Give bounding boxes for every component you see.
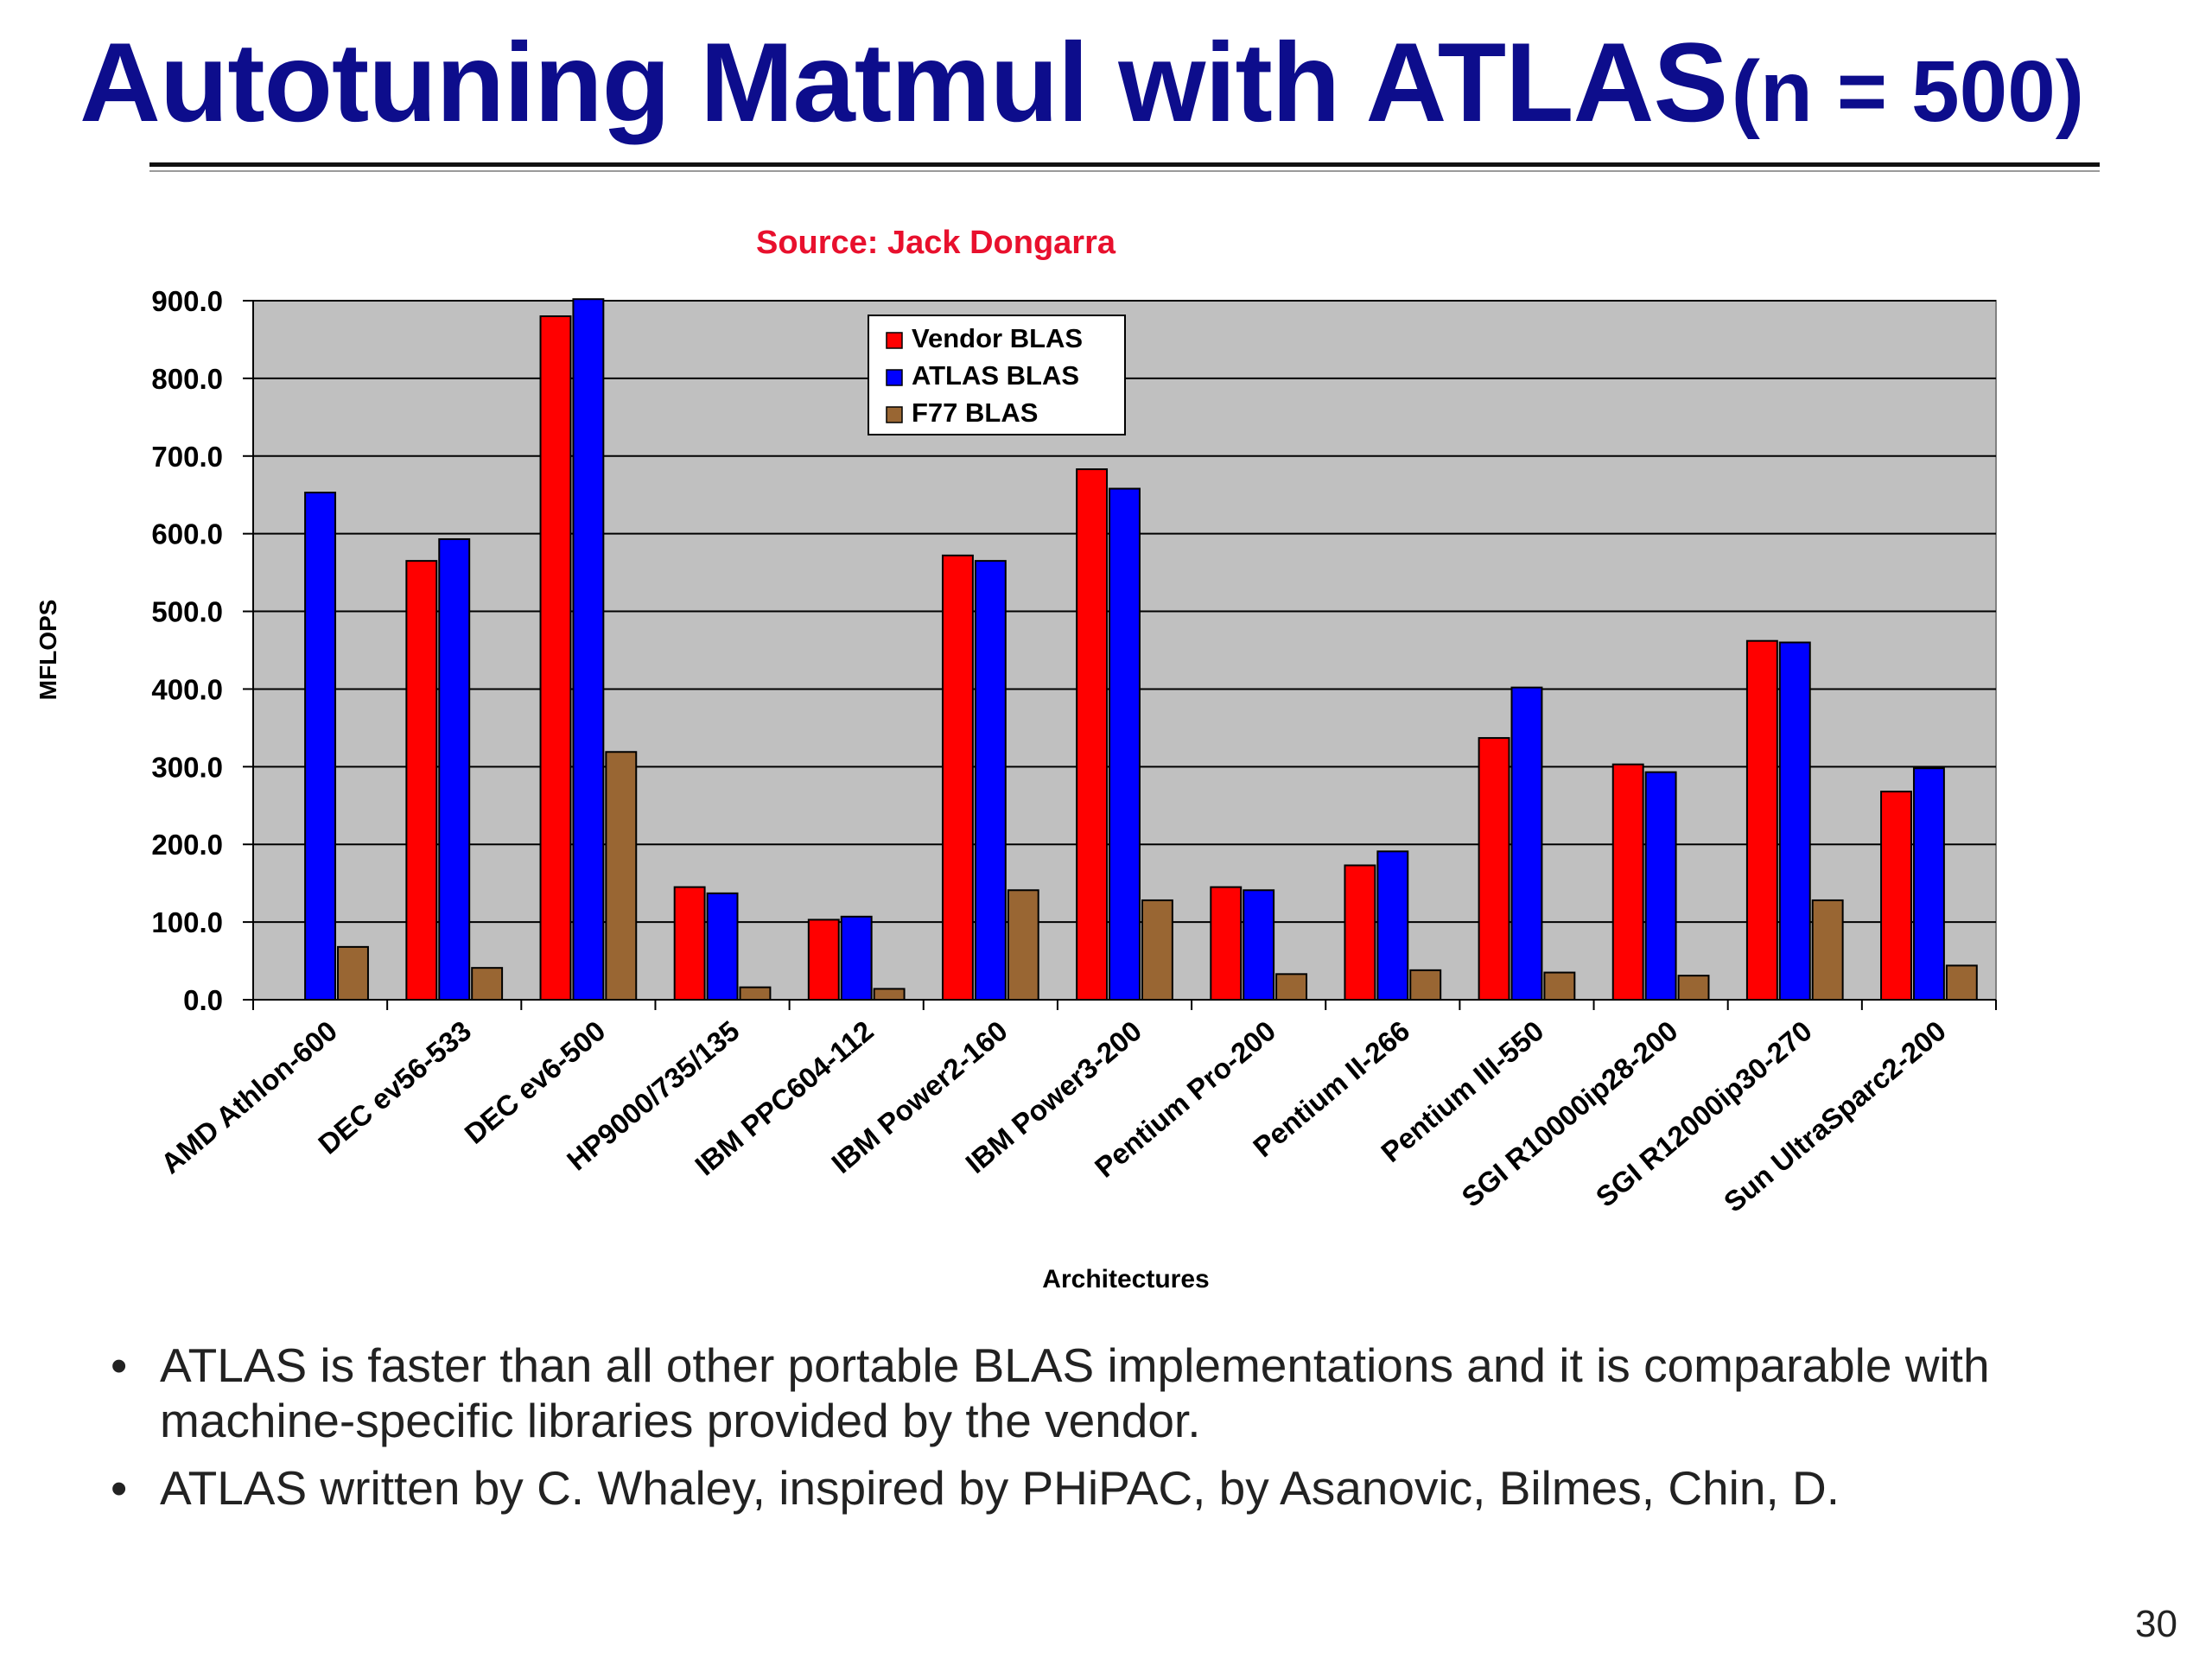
bullet-text: ATLAS written by C. Whaley, inspired by … [160,1461,1840,1515]
y-tick-label: 200.0 [151,829,223,861]
title-underline [149,162,2100,167]
bar-f77-blas [739,986,772,1001]
bar-f77-blas [1275,973,1308,1001]
bar-f77-blas [605,751,638,1001]
legend-label: F77 BLAS [912,397,1038,428]
bar-atlas-blas [1644,771,1677,1001]
y-tick-label: 800.0 [151,363,223,395]
slide-title: Autotuning Matmul with ATLAS (n = 500) [79,17,2196,147]
bar-f77-blas [1945,964,1978,1001]
legend-label: Vendor BLAS [912,323,1083,353]
bar-atlas-blas [840,915,873,1001]
bar-atlas-blas [1912,767,1945,1001]
bullet-marker: • [111,1461,128,1515]
bar-vendor-blas [539,315,572,1001]
page-number: 30 [2135,1603,2177,1645]
bar-chart: 0.0 100.0 200.0 300.0 400.0 500.0 600.0 700.0 80… [35,225,1997,1294]
title-underline-shadow [149,170,2100,172]
y-tick-label: 900.0 [151,285,223,317]
bullet-item: • ATLAS written by C. Whaley, inspired b… [104,1460,2143,1516]
bar-atlas-blas [1778,641,1811,1001]
bar-f77-blas [873,988,906,1001]
legend-swatch [886,369,903,386]
bars [304,298,1978,1001]
legend-label: ATLAS BLAS [912,360,1079,391]
bullet-list: • ATLAS is faster than all other portabl… [104,1338,2143,1528]
bar-f77-blas [1543,971,1576,1001]
slide-title-sub: (n = 500) [1731,43,2085,140]
bar-atlas-blas [1243,889,1275,1001]
y-tick-label: 700.0 [151,441,223,473]
bar-atlas-blas [438,537,471,1001]
legend-box [868,315,1126,435]
bar-f77-blas [471,967,504,1001]
bar-vendor-blas [1478,737,1510,1001]
bar-atlas-blas [572,298,605,1001]
bar-vendor-blas [1076,468,1109,1001]
slide-title-main: Autotuning Matmul with ATLAS [79,19,1728,145]
bar-f77-blas [1141,899,1173,1001]
bullet-item: • ATLAS is faster than all other portabl… [104,1338,2143,1448]
bar-vendor-blas [1210,886,1243,1001]
x-tick-label: AMD Athlon-600 [155,1014,343,1179]
x-tick-label: SGI R10000ip28-200 [1456,1014,1684,1213]
bar-vendor-blas [807,918,840,1001]
bar-f77-blas [1409,969,1442,1001]
bar-vendor-blas [1880,791,1912,1001]
y-axis-label: MFLOPS [35,600,61,701]
bar-vendor-blas [1611,763,1644,1001]
bar-vendor-blas [405,560,438,1001]
bar-vendor-blas [941,554,974,1001]
bar-f77-blas [1677,975,1710,1001]
bar-atlas-blas [304,492,337,1001]
bar-atlas-blas [1376,850,1409,1001]
y-tick-label: 600.0 [151,518,223,550]
bar-atlas-blas [1109,487,1141,1001]
legend-swatch [886,332,903,349]
x-tick-label: SGI R12000ip30-270 [1590,1014,1818,1213]
y-tick-label: 100.0 [151,906,223,938]
y-tick-labels: 0.0 100.0 200.0 300.0 400.0 500.0 600.0 700.0 80… [151,285,223,1016]
bar-atlas-blas [1510,686,1543,1001]
y-tick-label: 0.0 [183,984,223,1016]
y-tick-label: 400.0 [151,673,223,705]
y-tick-label: 300.0 [151,751,223,783]
bar-atlas-blas [974,560,1007,1001]
x-axis-label: Architectures [1042,1265,1209,1294]
bar-f77-blas [337,945,369,1001]
legend-swatch [886,406,903,423]
bullet-marker: • [111,1338,128,1392]
bar-vendor-blas [1344,864,1376,1001]
x-tick-label: Sun UltraSparc2-200 [1718,1014,1952,1218]
y-tick-label: 500.0 [151,596,223,628]
axes [243,300,1997,1010]
bar-vendor-blas [673,886,706,1001]
bar-f77-blas [1007,889,1039,1001]
bar-vendor-blas [1745,639,1778,1001]
legend: Vendor BLAS ATLAS BLAS F77 BLAS [868,315,1126,435]
bar-f77-blas [1811,899,1844,1001]
bar-atlas-blas [706,892,739,1001]
bullet-text: ATLAS is faster than all other portable … [160,1338,1990,1447]
source-note: Source: Jack Dongarra [756,225,1116,261]
